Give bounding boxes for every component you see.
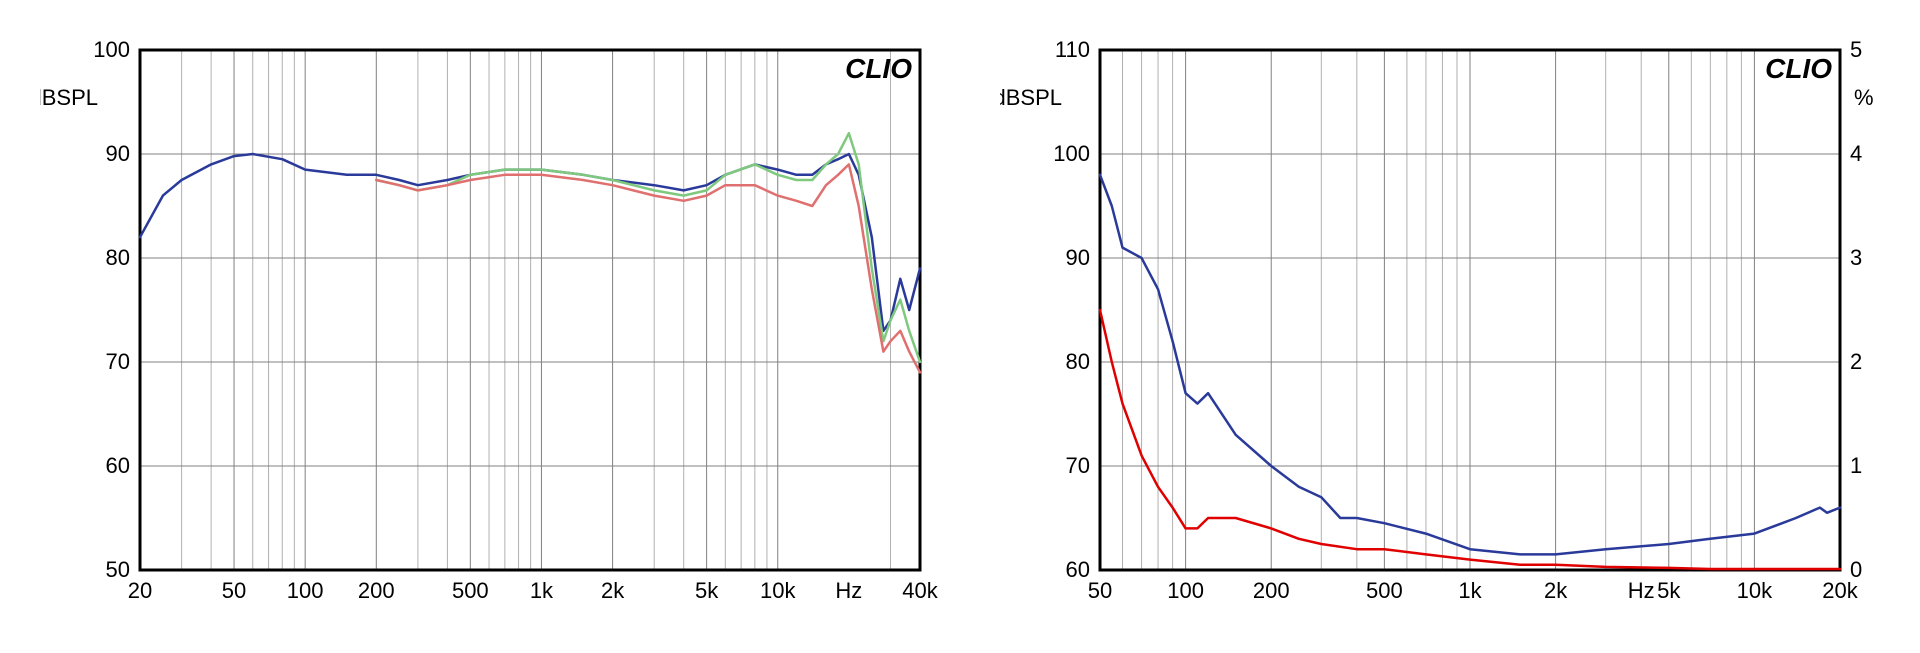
y-right-tick-label: 1 [1850,453,1862,478]
chart2-svg: 501002005001k2k5k10k20kHz607080901001100… [1000,20,1900,620]
y-left-tick-label: 60 [1066,557,1090,582]
x-unit-label: Hz [835,578,862,603]
x-tick-label: 10k [760,578,796,603]
y-tick-label: 80 [106,245,130,270]
x-tick-label: 50 [222,578,246,603]
y-right-tick-label: 5 [1850,37,1862,62]
y-left-tick-label: 110 [1055,37,1090,62]
x-tick-label: 2k [601,578,625,603]
x-tick-label: 40k [902,578,938,603]
x-tick-label: 1k [530,578,554,603]
x-unit-label: Hz [1628,578,1655,603]
brand-label: CLIO [1765,53,1832,84]
series-off-axis-1 [376,133,920,362]
y-left-tick-label: 70 [1066,453,1090,478]
x-tick-label: 50 [1088,578,1112,603]
x-tick-label: 200 [358,578,395,603]
y-tick-label: 60 [106,453,130,478]
frequency-response-chart: 20501002005001k2k5k10k40kHz5060708090100… [40,20,940,620]
y-right-tick-label: 3 [1850,245,1862,270]
y-left-tick-label: 90 [1066,245,1090,270]
y-tick-label: 70 [106,349,130,374]
thd-chart: 501002005001k2k5k10k20kHz607080901001100… [1000,20,1900,620]
y-left-tick-label: 80 [1066,349,1090,374]
y-tick-label: 90 [106,141,130,166]
y-axis-label: dBSPL [40,85,98,110]
x-tick-label: 100 [287,578,324,603]
x-tick-label: 100 [1167,578,1204,603]
y-right-tick-label: 0 [1850,557,1862,582]
brand-label: CLIO [845,53,912,84]
y-right-tick-label: 4 [1850,141,1862,166]
x-tick-label: 1k [1458,578,1482,603]
y-tick-label: 100 [93,37,130,62]
x-tick-label: 5k [1657,578,1681,603]
chart1-svg: 20501002005001k2k5k10k40kHz5060708090100… [40,20,940,620]
x-tick-label: 10k [1737,578,1773,603]
x-tick-label: 500 [452,578,489,603]
y-right-axis-label: % [1854,85,1874,110]
y-tick-label: 50 [106,557,130,582]
x-tick-label: 2k [1544,578,1568,603]
x-tick-label: 20 [128,578,152,603]
y-left-axis-label: dBSPL [1000,85,1062,110]
x-tick-label: 5k [695,578,719,603]
y-right-tick-label: 2 [1850,349,1862,374]
series-off-axis-2 [376,164,920,372]
x-tick-label: 500 [1366,578,1403,603]
y-left-tick-label: 100 [1053,141,1090,166]
x-tick-label: 200 [1253,578,1290,603]
